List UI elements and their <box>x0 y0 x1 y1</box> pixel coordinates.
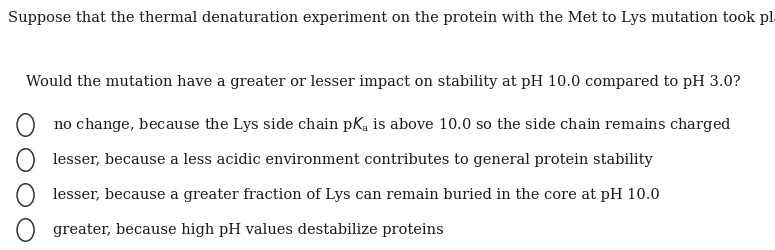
Text: Suppose that the thermal denaturation experiment on the protein with the Met to : Suppose that the thermal denaturation ex… <box>8 11 775 25</box>
Text: no change, because the Lys side chain p$K_\mathregular{a}$ is above 10.0 so the : no change, because the Lys side chain p$… <box>53 116 732 134</box>
Text: Would the mutation have a greater or lesser impact on stability at pH 10.0 compa: Would the mutation have a greater or les… <box>26 75 740 89</box>
Text: lesser, because a greater fraction of Lys can remain buried in the core at pH 10: lesser, because a greater fraction of Ly… <box>53 188 660 202</box>
Text: greater, because high pH values destabilize proteins: greater, because high pH values destabil… <box>53 223 443 237</box>
Text: lesser, because a less acidic environment contributes to general protein stabili: lesser, because a less acidic environmen… <box>53 153 653 167</box>
